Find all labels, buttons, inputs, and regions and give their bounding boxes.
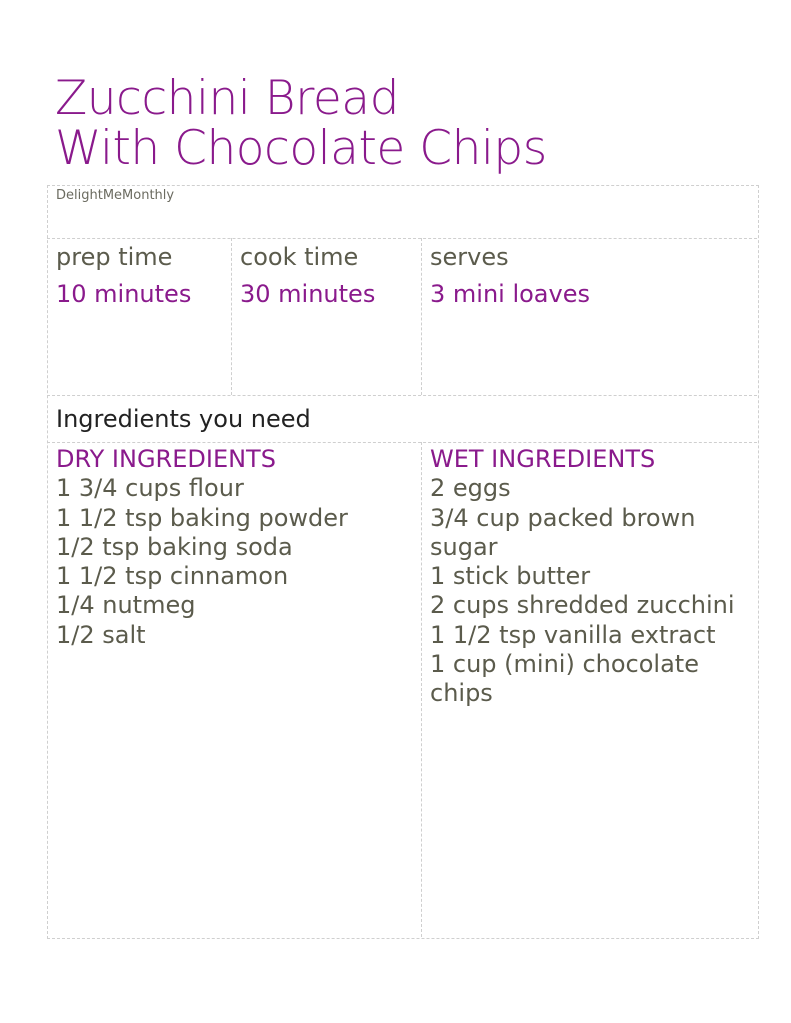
wet-ingredients: WET INGREDIENTS 2 eggs 3/4 cup packed br… [430, 445, 750, 709]
divider [47, 395, 757, 396]
ingredient-item: 1/2 salt [56, 620, 146, 649]
ingredient-item: 1 1/2 tsp baking powder [56, 503, 348, 532]
prep-time-label: prep time [56, 243, 173, 271]
ingredient-item: 2 eggs [430, 474, 511, 503]
dry-ingredients: DRY INGREDIENTS 1 3/4 cups flour 1 1/2 t… [56, 445, 348, 650]
title-line-2: With Chocolate Chips [55, 121, 547, 176]
cook-time-value: 30 minutes [240, 280, 376, 308]
ingredient-item: 3/4 cup packed brown sugar [430, 503, 696, 561]
ingredients-heading: Ingredients you need [56, 405, 311, 433]
recipe-card [47, 185, 759, 939]
ingredient-item: 1 stick butter [430, 562, 591, 591]
dry-heading: DRY INGREDIENTS [56, 445, 276, 473]
cook-time-label: cook time [240, 243, 359, 271]
serves-label: serves [430, 243, 509, 271]
serves-value: 3 mini loaves [430, 280, 590, 308]
divider [421, 442, 422, 937]
author: DelightMeMonthly [56, 188, 175, 203]
wet-heading: WET INGREDIENTS [430, 445, 656, 473]
divider [47, 442, 757, 443]
ingredient-item: 1/4 nutmeg [56, 591, 196, 620]
ingredient-item: 1 1/2 tsp cinnamon [56, 562, 289, 591]
title-line-1: Zucchini Bread [55, 71, 399, 126]
ingredient-item: 2 cups shredded zucchini [430, 591, 735, 620]
divider [421, 238, 422, 395]
ingredient-item: 1 1/2 tsp vanilla extract [430, 620, 716, 649]
ingredient-item: 1 3/4 cups flour [56, 474, 244, 503]
recipe-title: Zucchini Bread With Chocolate Chips [55, 74, 547, 174]
ingredient-item: 1/2 tsp baking soda [56, 532, 293, 561]
prep-time-value: 10 minutes [56, 280, 192, 308]
divider [231, 238, 232, 395]
ingredient-item: 1 cup (mini) chocolate chips [430, 650, 699, 708]
divider [47, 238, 757, 239]
